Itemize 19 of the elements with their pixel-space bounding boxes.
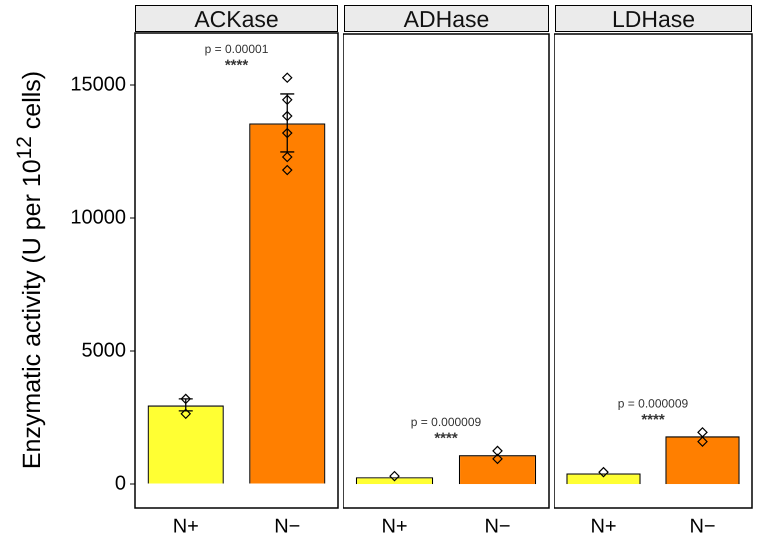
annotation: p = 0.00001 — [204, 42, 269, 56]
annotation: **** — [434, 430, 458, 448]
x-tick-label: N+ — [381, 516, 408, 538]
chart-title: ACKase — [135, 5, 338, 32]
annotation: **** — [224, 56, 248, 74]
x-tick-label: N+ — [590, 516, 617, 538]
annotation: **** — [641, 411, 665, 428]
y-tick-label: 10000 — [70, 206, 126, 228]
annotation: p = 0.000009 — [410, 415, 482, 430]
annotation: p = 0.000009 — [618, 396, 689, 411]
y-tick-label: 0 — [114, 472, 126, 495]
x-tick-label: N+ — [172, 516, 199, 538]
chart-title: LDHase — [555, 5, 752, 32]
x-tick-label: N− — [274, 516, 300, 538]
y-tick-label: 5000 — [82, 340, 126, 362]
x-tick-label: N− — [484, 516, 511, 538]
chart-title: ADHase — [344, 5, 549, 32]
y-tick-label: 15000 — [70, 73, 126, 96]
x-tick-label: N− — [689, 516, 716, 538]
